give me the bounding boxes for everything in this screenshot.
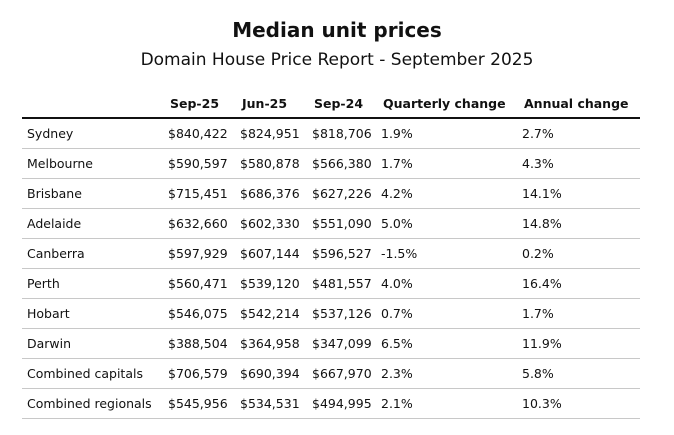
value-cell: $690,394 — [235, 358, 307, 389]
value-cell: $388,504 — [163, 328, 235, 359]
header-cell — [22, 90, 163, 119]
value-cell: -1.5% — [376, 238, 517, 269]
value-cell: $597,929 — [163, 238, 235, 269]
table-row: Sydney $840,422 $824,951 $818,706 1.9% 2.7% — [22, 118, 640, 149]
value-cell: $551,090 — [307, 208, 376, 239]
value-cell: $627,226 — [307, 178, 376, 209]
value-cell: $818,706 — [307, 118, 376, 149]
value-cell: 2.1% — [376, 388, 517, 419]
value-cell: $706,579 — [163, 358, 235, 389]
table-row: Hobart $546,075 $542,214 $537,126 0.7% 1.7% — [22, 298, 640, 329]
value-cell: $545,956 — [163, 388, 235, 419]
table-row: Adelaide $632,660 $602,330 $551,090 5.0% 14.8… — [22, 208, 640, 239]
value-cell: 2.3% — [376, 358, 517, 389]
value-cell: $494,995 — [307, 388, 376, 419]
value-cell: 4.2% — [376, 178, 517, 209]
city-cell: Melbourne — [22, 148, 163, 179]
table-row: Brisbane $715,451 $686,376 $627,226 4.2% 14.1… — [22, 178, 640, 209]
value-cell: 1.7% — [376, 148, 517, 179]
table-row: Canberra $597,929 $607,144 $596,527 -1.5% 0.2… — [22, 238, 640, 269]
value-cell: 4.0% — [376, 268, 517, 299]
value-cell: $546,075 — [163, 298, 235, 329]
table-row: Perth $560,471 $539,120 $481,557 4.0% 16.4% — [22, 268, 640, 299]
price-table: Sep-25 Jun-25 Sep-24 Quarterly change Annual… — [22, 90, 640, 419]
value-cell: $824,951 — [235, 118, 307, 149]
value-cell: 14.8% — [517, 208, 640, 239]
value-cell: 1.9% — [376, 118, 517, 149]
value-cell: 5.0% — [376, 208, 517, 239]
value-cell: $715,451 — [163, 178, 235, 209]
value-cell: $534,531 — [235, 388, 307, 419]
value-cell: $481,557 — [307, 268, 376, 299]
value-cell: $596,527 — [307, 238, 376, 269]
value-cell: 11.9% — [517, 328, 640, 359]
subtitle: Domain House Price Report - September 20… — [140, 50, 534, 70]
table-body: Sydney $840,422 $824,951 $818,706 1.9% 2.7% Me… — [22, 118, 640, 419]
table-row: Combined capitals $706,579 $690,394 $667,97… — [22, 358, 640, 389]
header-cell: Jun-25 — [235, 90, 307, 119]
table-row: Darwin $388,504 $364,958 $347,099 6.5% 11.9% — [22, 328, 640, 359]
value-cell: $580,878 — [235, 148, 307, 179]
value-cell: 5.8% — [517, 358, 640, 389]
value-cell: $602,330 — [235, 208, 307, 239]
value-cell: $539,120 — [235, 268, 307, 299]
header-cell: Sep-25 — [163, 90, 235, 119]
value-cell: $607,144 — [235, 238, 307, 269]
header-cell: Quarterly change — [376, 90, 517, 119]
value-cell: 4.3% — [517, 148, 640, 179]
header-row: Sep-25 Jun-25 Sep-24 Quarterly change Annual… — [22, 90, 640, 119]
value-cell: 1.7% — [517, 298, 640, 329]
header-cell: Annual change — [517, 90, 640, 119]
city-cell: Combined regionals — [22, 388, 163, 419]
value-cell: $686,376 — [235, 178, 307, 209]
city-cell: Brisbane — [22, 178, 163, 209]
value-cell: $364,958 — [235, 328, 307, 359]
table-row: Melbourne $590,597 $580,878 $566,380 1.7% 4.3… — [22, 148, 640, 179]
city-cell: Adelaide — [22, 208, 163, 239]
value-cell: $590,597 — [163, 148, 235, 179]
value-cell: $560,471 — [163, 268, 235, 299]
city-cell: Combined capitals — [22, 358, 163, 389]
value-cell: 2.7% — [517, 118, 640, 149]
table-row: Combined regionals $545,956 $534,531 $494,9… — [22, 388, 640, 419]
value-cell: 0.7% — [376, 298, 517, 329]
value-cell: $840,422 — [163, 118, 235, 149]
value-cell: $347,099 — [307, 328, 376, 359]
value-cell: 10.3% — [517, 388, 640, 419]
value-cell: $566,380 — [307, 148, 376, 179]
city-cell: Darwin — [22, 328, 163, 359]
value-cell: $542,214 — [235, 298, 307, 329]
city-cell: Perth — [22, 268, 163, 299]
city-cell: Canberra — [22, 238, 163, 269]
value-cell: 16.4% — [517, 268, 640, 299]
header-cell: Sep-24 — [307, 90, 376, 119]
title: Median unit prices — [232, 18, 442, 42]
value-cell: $537,126 — [307, 298, 376, 329]
value-cell: $632,660 — [163, 208, 235, 239]
value-cell: 6.5% — [376, 328, 517, 359]
value-cell: $667,970 — [307, 358, 376, 389]
value-cell: 0.2% — [517, 238, 640, 269]
city-cell: Hobart — [22, 298, 163, 329]
value-cell: 14.1% — [517, 178, 640, 209]
city-cell: Sydney — [22, 118, 163, 149]
